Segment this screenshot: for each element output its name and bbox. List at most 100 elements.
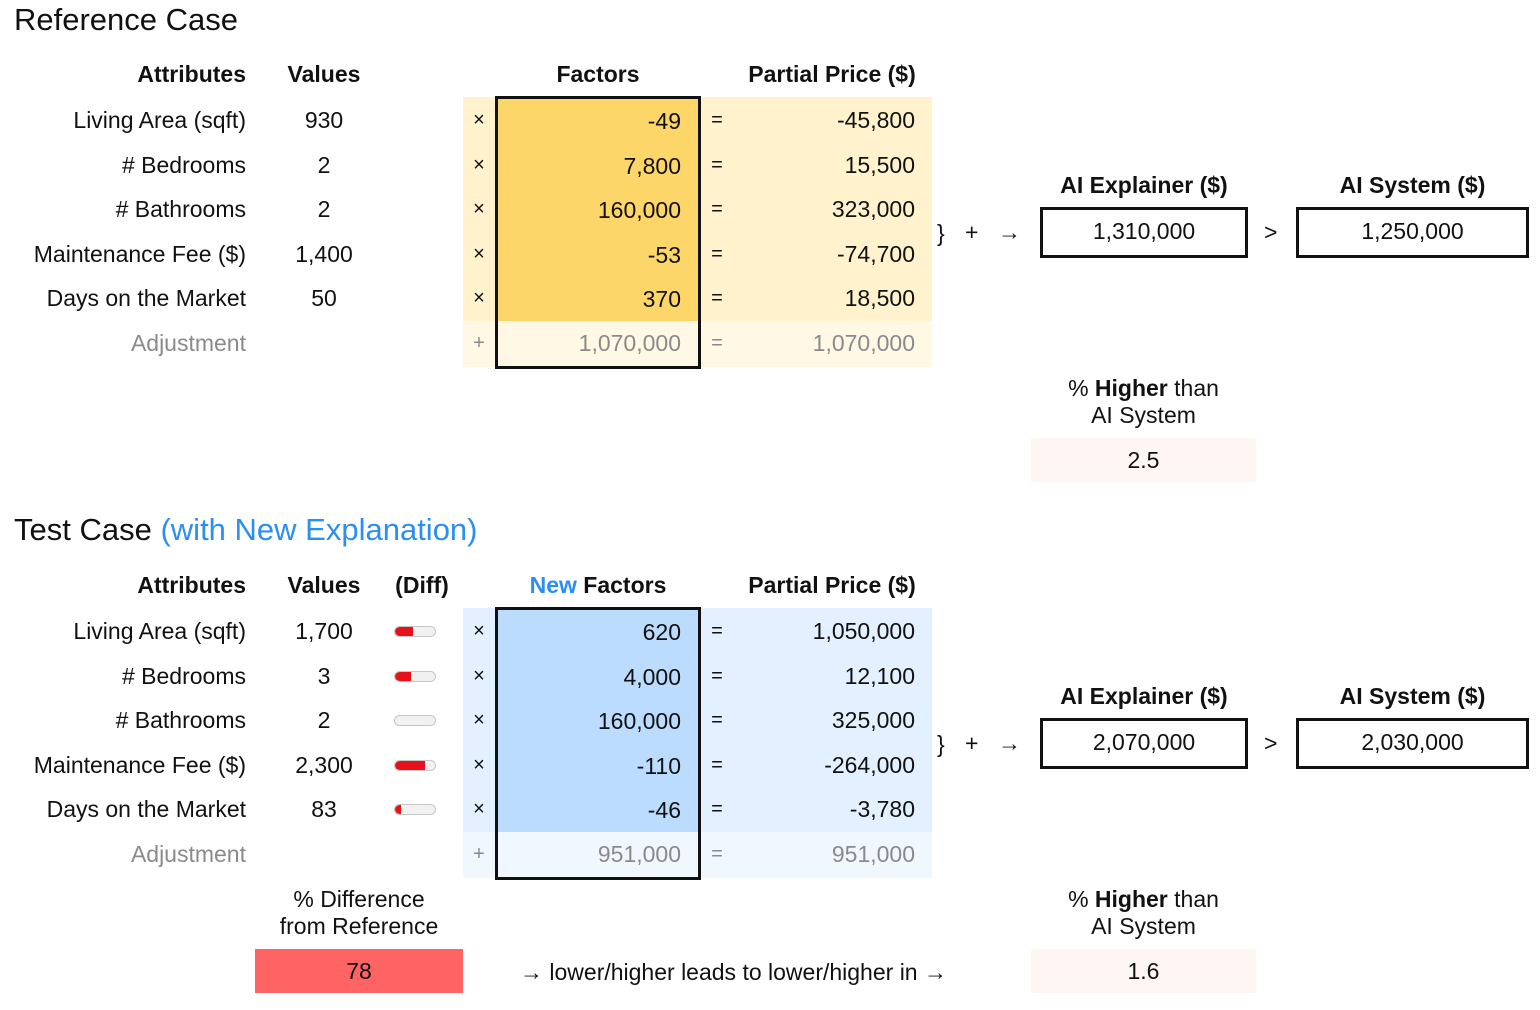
multiply-sign: ×	[473, 198, 485, 221]
plus-sign: +	[473, 843, 485, 865]
reference-partial-column-bg	[700, 97, 932, 321]
test-header-attributes: Attributes	[137, 572, 246, 598]
reference-compare-sign: >	[1264, 219, 1278, 245]
attribute-value: 1,700	[295, 618, 353, 644]
reference-operator-column-bg	[463, 97, 496, 321]
attribute-value: 930	[304, 107, 344, 133]
test-title: Test Case (with New Explanation)	[14, 512, 478, 547]
equals-sign: =	[711, 287, 723, 310]
attribute-label: Days on the Market	[46, 796, 246, 823]
partial-price: -264,000	[824, 751, 915, 778]
multiply-sign: ×	[473, 109, 485, 131]
multiply-sign: ×	[473, 709, 485, 732]
reference-title: Reference Case	[14, 2, 239, 37]
test-system-value: 2,030,000	[1296, 718, 1529, 769]
reference-header-attributes: Attributes	[137, 61, 246, 87]
multiply-sign: ×	[473, 242, 485, 265]
attribute-value: 50	[311, 285, 337, 312]
equals-sign: =	[711, 798, 723, 821]
test-header-partial-price: Partial Price ($)	[748, 572, 916, 598]
test-pct-higher-label: % Higher than AI System	[1068, 886, 1219, 939]
test-header-diff: (Diff)	[395, 572, 449, 598]
adjustment-factor: 1,070,000	[578, 330, 681, 356]
reference-header-partial-price: Partial Price ($)	[748, 61, 916, 87]
reference-pct-higher-value: 2.5	[1031, 438, 1256, 482]
reference-header-values: Values	[287, 61, 361, 87]
multiply-sign: ×	[473, 153, 485, 176]
equals-sign: =	[711, 109, 723, 131]
test-explainer-label: AI Explainer ($)	[1060, 683, 1228, 709]
multiply-sign: ×	[473, 287, 485, 310]
attribute-value: 83	[311, 796, 337, 823]
test-explainer-value: 2,070,000	[1040, 718, 1248, 769]
reference-adjustment-row-bg	[463, 321, 932, 367]
attribute-value: 1,400	[295, 240, 353, 267]
test-diff-value: 78	[255, 949, 463, 993]
equals-sign: =	[711, 153, 723, 176]
partial-price: -3,780	[849, 796, 915, 823]
partial-price: 18,500	[844, 285, 915, 312]
diff-bar	[394, 804, 436, 816]
attribute-label: Living Area (sqft)	[73, 618, 246, 644]
partial-price: -74,700	[836, 240, 915, 267]
test-header-values: Values	[287, 572, 361, 598]
factor-value: 160,000	[597, 197, 681, 224]
factor-value: -53	[647, 241, 681, 268]
test-header-factors: New Factors	[529, 572, 667, 598]
attribute-value: 2	[317, 151, 331, 178]
reference-explainer-value: 1,310,000	[1040, 207, 1248, 258]
reference-plus: +	[965, 219, 979, 245]
attribute-value: 2,300	[295, 751, 353, 778]
attribute-value: 3	[317, 662, 331, 689]
equals-sign: =	[711, 709, 723, 732]
attribute-label: Maintenance Fee ($)	[33, 751, 246, 778]
attribute-label: # Bedrooms	[121, 151, 246, 178]
reference-system-value: 1,250,000	[1296, 207, 1529, 258]
attribute-label: # Bathrooms	[115, 707, 246, 734]
adjustment-factor: 951,000	[597, 841, 681, 867]
diff-bar-fill	[395, 805, 401, 815]
test-lead-text: → lower/higher leads to lower/higher in …	[520, 959, 947, 985]
adjustment-label: Adjustment	[130, 841, 246, 867]
partial-price: -45,800	[836, 107, 915, 133]
partial-price: 1,050,000	[812, 618, 915, 644]
diff-bar-fill	[395, 760, 425, 770]
diff-bar-fill	[395, 671, 411, 681]
equals-sign: =	[711, 332, 723, 354]
adjustment-label: Adjustment	[130, 330, 246, 356]
partial-price: 325,000	[831, 707, 915, 734]
equals-sign: =	[711, 753, 723, 776]
factor-value: 160,000	[597, 708, 681, 735]
attribute-label: # Bedrooms	[121, 662, 246, 689]
test-adjustment-row-bg	[463, 832, 932, 878]
equals-sign: =	[711, 242, 723, 265]
reference-pct-higher-label: % Higher than AI System	[1068, 375, 1219, 428]
test-arrow: →	[998, 730, 1021, 756]
attribute-label: Maintenance Fee ($)	[33, 240, 246, 267]
multiply-sign: ×	[473, 798, 485, 821]
adjustment-partial: 951,000	[831, 841, 915, 867]
diff-bar	[394, 759, 436, 771]
test-partial-column-bg	[700, 608, 932, 832]
reference-arrow: →	[998, 219, 1021, 245]
plus-sign: +	[473, 332, 485, 354]
partial-price: 323,000	[831, 196, 915, 223]
factor-value: -46	[647, 797, 681, 824]
factor-value: -110	[636, 752, 681, 779]
factor-value: 4,000	[623, 663, 681, 690]
test-factors-outline	[495, 607, 701, 880]
partial-price: 15,500	[844, 151, 915, 178]
reference-system-label: AI System ($)	[1339, 172, 1486, 198]
reference-brace: }	[937, 220, 945, 246]
factor-value: -49	[647, 108, 681, 134]
multiply-sign: ×	[473, 620, 485, 642]
test-brace: }	[937, 731, 945, 757]
reference-header-factors: Factors	[556, 61, 640, 87]
multiply-sign: ×	[473, 753, 485, 776]
attribute-label: Days on the Market	[46, 285, 246, 312]
test-operator-column-bg	[463, 608, 496, 832]
factor-value: 7,800	[623, 152, 681, 179]
diff-bar	[394, 670, 436, 682]
equals-sign: =	[711, 843, 723, 865]
equals-sign: =	[711, 664, 723, 687]
